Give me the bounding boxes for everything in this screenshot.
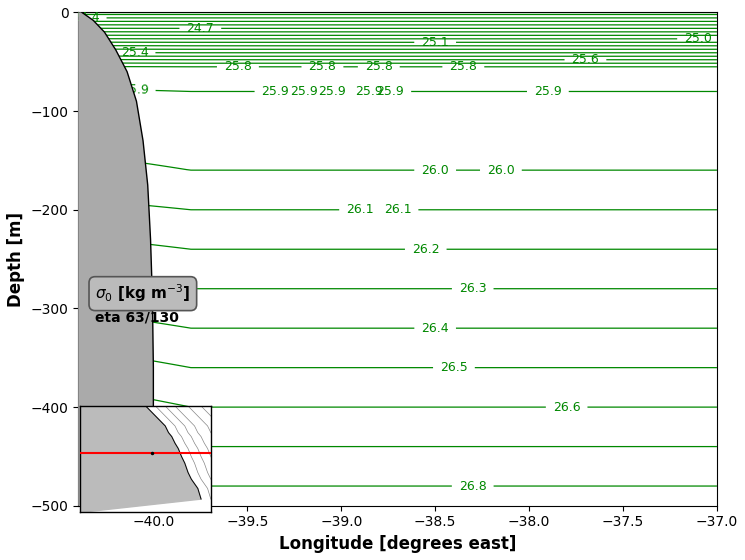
Text: 25.8: 25.8 [449,60,478,73]
Text: 25.8: 25.8 [308,60,337,73]
X-axis label: Longitude [degrees east]: Longitude [degrees east] [279,535,516,553]
Text: 25.0: 25.0 [684,32,712,45]
Text: 26.5: 26.5 [440,361,468,374]
Text: 26.0: 26.0 [487,164,515,176]
Text: 25.6: 25.6 [571,53,599,66]
Text: 26.2: 26.2 [412,242,440,256]
Text: 25.9: 25.9 [318,85,346,98]
Text: 26.8: 26.8 [459,479,486,493]
Text: 25.9: 25.9 [376,85,404,98]
Polygon shape [78,12,153,506]
Text: 25.9: 25.9 [290,85,317,98]
Text: 26.0: 26.0 [421,164,449,176]
Y-axis label: Depth [m]: Depth [m] [7,212,25,307]
Text: 25.9: 25.9 [121,83,149,97]
Text: 25.8: 25.8 [224,60,252,73]
Text: 26.1: 26.1 [384,203,411,216]
Text: 25.9: 25.9 [534,85,562,98]
Text: 25.1: 25.1 [421,36,449,49]
Text: 26.6: 26.6 [553,400,580,414]
Text: 25.9: 25.9 [355,85,383,98]
Text: 25.8: 25.8 [365,60,393,73]
Text: 24.4: 24.4 [72,11,100,25]
Text: 26.1: 26.1 [346,203,374,216]
Text: eta 63/130: eta 63/130 [95,310,179,324]
Text: 25.4: 25.4 [121,46,148,59]
Text: 24.7: 24.7 [186,22,215,35]
Text: 25.9: 25.9 [261,85,289,98]
Text: $\sigma_0$ [kg m$^{-3}$]: $\sigma_0$ [kg m$^{-3}$] [95,283,191,305]
Text: 26.3: 26.3 [459,282,486,295]
Polygon shape [80,406,201,512]
Text: 26.4: 26.4 [422,321,449,335]
